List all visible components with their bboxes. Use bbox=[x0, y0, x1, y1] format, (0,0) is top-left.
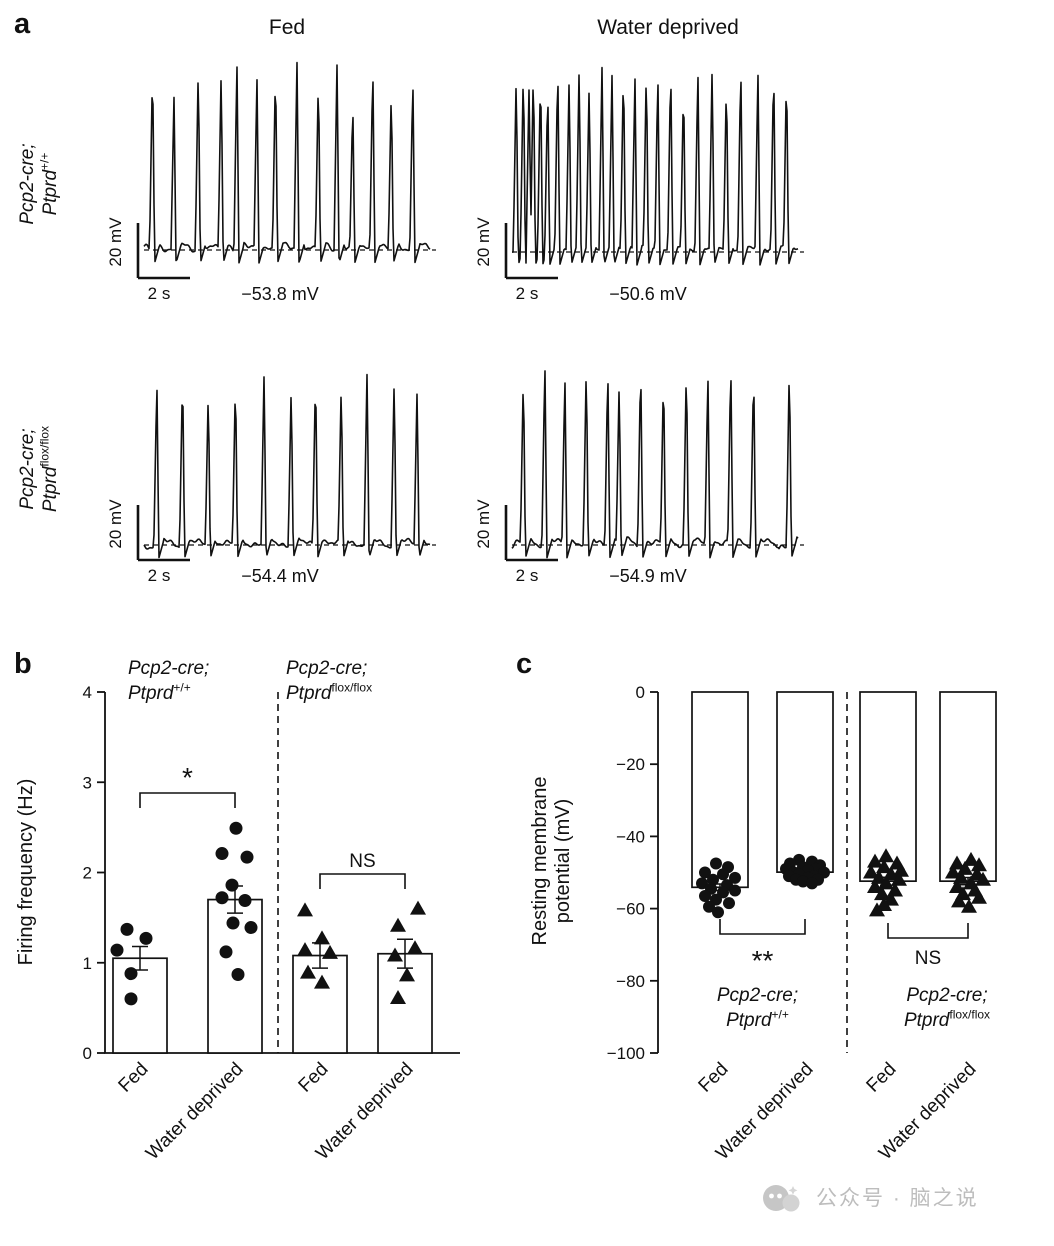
time-scalebar-label: 2 s bbox=[515, 566, 539, 585]
genotype-line1: Pcp2-cre; bbox=[17, 143, 38, 225]
time-scalebar-label: 2 s bbox=[147, 566, 171, 585]
voltage-scalebar-label: 20 mV bbox=[474, 499, 493, 549]
genotype-line2: Ptprdflox/flox bbox=[37, 425, 61, 513]
panel-c-group-label-wildtype: Pcp2-cre; Ptprd+/+ bbox=[716, 985, 799, 1031]
panel-c-group-label-flox: Pcp2-cre; Ptprdflox/flox bbox=[903, 985, 991, 1031]
row-label-genotype-wildtype: Pcp2-cre; Ptprd+/+ bbox=[16, 99, 64, 269]
svg-text:Fed: Fed bbox=[115, 1059, 153, 1097]
panel-b-group-title-wildtype: Pcp2-cre; Ptprd+/+ bbox=[128, 658, 210, 704]
svg-text:*: * bbox=[182, 762, 193, 793]
svg-text:Water deprived: Water deprived bbox=[142, 1059, 247, 1164]
svg-text:NS: NS bbox=[915, 948, 941, 969]
genotype-line2: Ptprd+/+ bbox=[37, 152, 61, 216]
svg-text:2: 2 bbox=[83, 864, 92, 883]
panel-b-y-axis-title: Firing frequency (Hz) bbox=[15, 778, 37, 966]
svg-text:4: 4 bbox=[83, 683, 92, 702]
column-header-fed: Fed bbox=[268, 16, 306, 39]
svg-text:0: 0 bbox=[83, 1044, 92, 1063]
svg-text:−60: −60 bbox=[616, 900, 645, 919]
trace-panel-waterdeprived-wildtype: 20 mV 2 s −50.6 mV bbox=[468, 48, 818, 313]
resting-potential-value: −53.8 mV bbox=[241, 284, 319, 304]
panel-b-group-title-flox: Pcp2-cre; Ptprdflox/flox bbox=[286, 658, 373, 704]
svg-text:3: 3 bbox=[83, 773, 92, 792]
svg-text:−100: −100 bbox=[607, 1044, 645, 1063]
resting-potential-value: −54.4 mV bbox=[241, 566, 319, 586]
svg-text:−40: −40 bbox=[616, 827, 645, 846]
row-label-genotype-flox: Pcp2-cre; Ptprdflox/flox bbox=[16, 371, 64, 567]
svg-text:Fed: Fed bbox=[695, 1059, 733, 1097]
voltage-trace-plot bbox=[504, 370, 804, 562]
time-scalebar-label: 2 s bbox=[147, 284, 171, 303]
panel-b-label: b bbox=[14, 648, 32, 680]
trace-panel-fed-flox: 20 mV 2 s −54.4 mV bbox=[100, 330, 450, 595]
watermark-text: 公众号 · 脑之说 bbox=[816, 1187, 979, 1210]
voltage-trace-plot bbox=[136, 373, 436, 562]
panel-c-label: c bbox=[516, 648, 533, 680]
svg-text:1: 1 bbox=[83, 954, 92, 973]
panel-c-y-axis-title: Resting membrane potential (mV) bbox=[529, 776, 574, 946]
trace-panel-fed-wildtype: 20 mV 2 s −53.8 mV bbox=[100, 48, 450, 313]
svg-text:NS: NS bbox=[349, 851, 375, 872]
svg-text:**: ** bbox=[752, 945, 774, 976]
svg-text:Fed: Fed bbox=[295, 1059, 333, 1097]
genotype-line1: Pcp2-cre; bbox=[17, 428, 38, 510]
trace-panel-waterdeprived-flox: 20 mV 2 s −54.9 mV bbox=[468, 330, 818, 595]
voltage-trace-plot bbox=[504, 66, 804, 280]
svg-text:−80: −80 bbox=[616, 972, 645, 991]
panel-a-label: a bbox=[14, 8, 31, 40]
column-header-water-deprived: Water deprived bbox=[597, 16, 739, 39]
wechat-official-account-icon bbox=[763, 1185, 800, 1212]
resting-potential-value: −50.6 mV bbox=[609, 284, 687, 304]
resting-potential-value: −54.9 mV bbox=[609, 566, 687, 586]
voltage-scalebar-label: 20 mV bbox=[474, 217, 493, 267]
svg-text:Fed: Fed bbox=[863, 1059, 901, 1097]
svg-text:0: 0 bbox=[636, 683, 645, 702]
voltage-trace-plot bbox=[136, 61, 436, 280]
watermark: 公众号 · 脑之说 bbox=[760, 1178, 979, 1216]
voltage-scalebar-label: 20 mV bbox=[106, 217, 125, 267]
svg-text:−20: −20 bbox=[616, 755, 645, 774]
time-scalebar-label: 2 s bbox=[515, 284, 539, 303]
voltage-scalebar-label: 20 mV bbox=[106, 499, 125, 549]
